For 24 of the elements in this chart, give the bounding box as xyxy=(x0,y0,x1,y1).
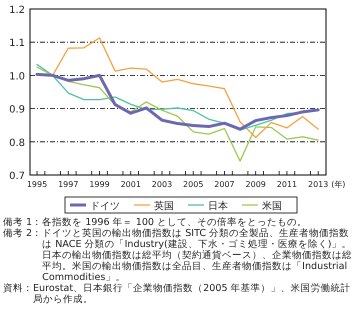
legend-label: 日本 xyxy=(208,200,228,212)
x-tick-label: 2013 xyxy=(308,180,328,189)
note: 資料：Eurostat、日本銀行「企業物価指数（2005 年基準）」、米国労働統計局から作成。 xyxy=(3,283,351,305)
y-tick-label: 0.7 xyxy=(9,171,25,182)
legend-label: 英国 xyxy=(154,200,174,212)
x-tick-label: 2003 xyxy=(152,180,172,189)
x-tick-label: 1997 xyxy=(58,180,78,189)
y-tick-label: 1.2 xyxy=(9,5,25,16)
y-tick-label: 1.0 xyxy=(9,71,25,82)
x-tick-label: 2001 xyxy=(120,180,141,189)
note: 備考 2：ドイツと英国の輸出物価指数は SITC 分類の全製品、生産者物価指数は NACE 分類の「Industry(建設、下水・ゴミ処理・医療を除く)」。日本の輸出物価指数は総平均（契約通貨ベース）、企業物価指数は総平均。米国の輸出物価指数は全品目、生産者物価指数は「Industrial Commodities」。 xyxy=(3,228,352,283)
x-tick-label: 2005 xyxy=(183,180,204,189)
y-tick-label: 1.1 xyxy=(9,38,25,50)
y-tick-label: 0.8 xyxy=(9,138,25,149)
legend-label: ドイツ xyxy=(90,201,120,212)
x-tick-label: 1999 xyxy=(89,180,110,189)
x-tick-label: 2009 xyxy=(246,180,266,189)
note: 備考 1：各指数を 1996 年＝ 100 として、その倍率をとったもの。 xyxy=(3,217,308,228)
x-tick-label: 2007 xyxy=(214,180,235,189)
x-axis-title: (年) xyxy=(331,180,346,189)
x-tick-label: 1995 xyxy=(26,180,48,189)
x-tick-label: 2011 xyxy=(276,180,298,189)
y-tick-label: 0.9 xyxy=(9,104,25,116)
legend-label: 米国 xyxy=(262,200,282,212)
